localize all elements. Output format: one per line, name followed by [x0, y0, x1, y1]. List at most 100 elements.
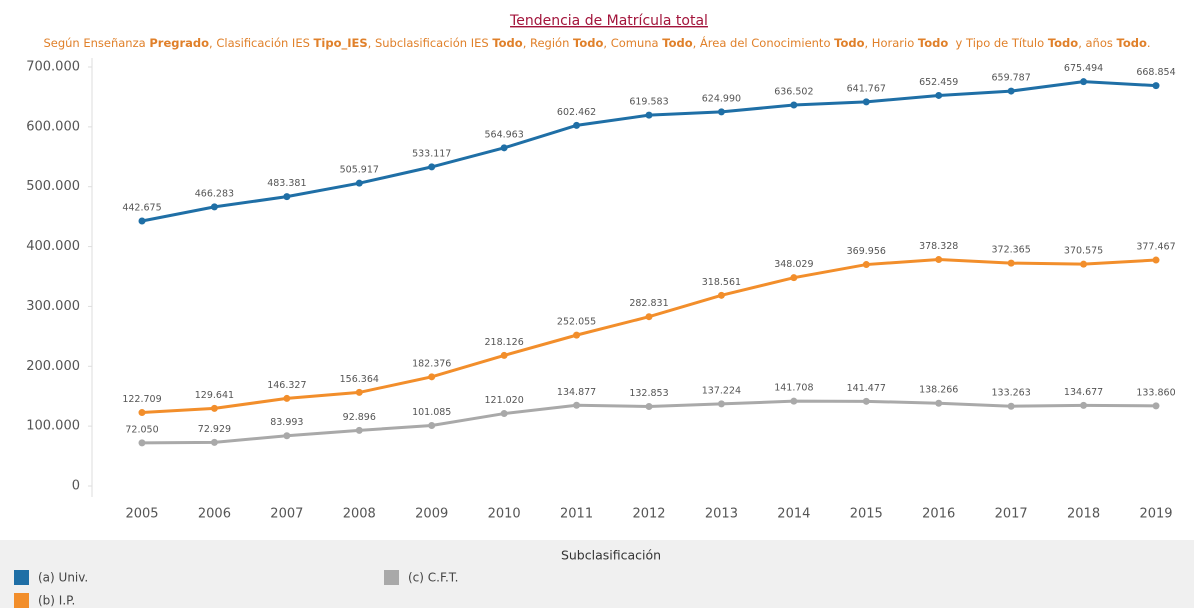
- data-label: 141.708: [774, 383, 813, 394]
- data-point: [138, 439, 146, 447]
- subtitle-part: Todo: [662, 36, 692, 50]
- data-label: 624.990: [702, 93, 741, 104]
- subtitle-part: y Tipo de Título: [948, 36, 1048, 50]
- data-point: [428, 163, 436, 171]
- legend-title: Subclasificación: [561, 548, 661, 563]
- data-point: [717, 400, 725, 408]
- data-label: 138.266: [919, 385, 958, 396]
- x-tick-label: 2017: [995, 507, 1028, 522]
- data-point: [1080, 401, 1088, 409]
- data-label: 133.263: [991, 388, 1030, 399]
- data-label: 146.327: [267, 380, 306, 391]
- x-tick-label: 2016: [922, 507, 955, 522]
- data-label: 218.126: [484, 337, 523, 348]
- data-point: [573, 121, 581, 129]
- data-label: 122.709: [122, 394, 161, 405]
- data-label: 134.877: [557, 387, 596, 398]
- data-label: 659.787: [991, 73, 1030, 84]
- data-point: [645, 313, 653, 321]
- data-point: [573, 331, 581, 339]
- data-label: 483.381: [267, 178, 306, 189]
- data-label: 121.020: [484, 395, 523, 406]
- data-point: [1007, 259, 1015, 267]
- data-label: 377.467: [1136, 242, 1175, 253]
- subtitle-part: Tipo_IES: [314, 36, 368, 51]
- y-tick-label: 700.000: [26, 60, 80, 75]
- data-label: 92.896: [343, 412, 376, 423]
- data-label: 602.462: [557, 107, 596, 118]
- subtitle-part: , años: [1078, 36, 1116, 50]
- data-label: 156.364: [340, 374, 379, 385]
- data-point: [1152, 402, 1160, 410]
- data-label: 129.641: [195, 390, 234, 401]
- data-label: 133.860: [1136, 387, 1175, 398]
- subtitle-part: , Comuna: [603, 36, 662, 50]
- data-point: [355, 426, 363, 434]
- data-label: 72.929: [198, 424, 231, 435]
- data-label: 370.575: [1064, 246, 1103, 257]
- data-point: [935, 256, 943, 264]
- subtitle-part: , Subclasificación IES: [368, 36, 493, 50]
- x-tick-label: 2007: [270, 507, 303, 522]
- subtitle-part: Todo: [1117, 36, 1147, 50]
- data-point: [717, 291, 725, 299]
- data-label: 652.459: [919, 77, 958, 88]
- data-point: [1080, 260, 1088, 268]
- data-point: [210, 438, 218, 446]
- subtitle-part: Todo: [573, 36, 603, 50]
- data-point: [862, 397, 870, 405]
- data-point: [790, 397, 798, 405]
- subtitle-part: Todo: [492, 36, 522, 50]
- data-label: 636.502: [774, 87, 813, 98]
- data-label: 182.376: [412, 358, 451, 369]
- y-tick-label: 400.000: [26, 239, 80, 254]
- data-point: [862, 261, 870, 269]
- data-label: 533.117: [412, 148, 451, 159]
- data-point: [283, 193, 291, 201]
- data-point: [862, 98, 870, 106]
- data-point: [428, 373, 436, 381]
- subtitle-part: Todo: [1048, 36, 1078, 50]
- y-tick-label: 200.000: [26, 359, 80, 374]
- data-label: 141.477: [847, 383, 886, 394]
- data-point: [1007, 87, 1015, 95]
- subtitle-part: Todo: [918, 36, 948, 50]
- legend-swatch: [384, 570, 399, 585]
- data-label: 372.365: [991, 245, 1030, 256]
- subtitle-part: Todo: [834, 36, 864, 50]
- x-tick-label: 2012: [632, 507, 665, 522]
- data-point: [790, 101, 798, 109]
- x-tick-label: 2014: [777, 507, 810, 522]
- data-point: [500, 351, 508, 359]
- data-point: [1152, 82, 1160, 90]
- data-point: [283, 394, 291, 402]
- data-label: 137.224: [702, 385, 741, 396]
- data-point: [210, 203, 218, 211]
- data-point: [210, 404, 218, 412]
- data-label: 641.767: [847, 83, 886, 94]
- data-label: 282.831: [629, 298, 668, 309]
- chart-title: Tendencia de Matrícula total: [509, 13, 708, 29]
- data-point: [500, 144, 508, 152]
- data-label: 564.963: [484, 129, 523, 140]
- data-label: 252.055: [557, 317, 596, 328]
- legend-label: (b) I.P.: [38, 594, 75, 608]
- y-tick-label: 600.000: [26, 119, 80, 134]
- data-point: [355, 388, 363, 396]
- x-tick-label: 2006: [198, 507, 231, 522]
- data-label: 675.494: [1064, 63, 1103, 74]
- subtitle-part: , Región: [523, 36, 573, 50]
- legend-label: (c) C.F.T.: [408, 571, 458, 585]
- data-point: [790, 274, 798, 282]
- data-point: [645, 402, 653, 410]
- data-point: [573, 401, 581, 409]
- data-point: [935, 91, 943, 99]
- data-label: 668.854: [1136, 67, 1175, 78]
- data-point: [645, 111, 653, 119]
- subtitle-part: , Área del Conocimiento: [693, 35, 835, 50]
- data-label: 505.917: [340, 165, 379, 176]
- legend-swatch: [14, 570, 29, 585]
- legend-background: [0, 540, 1194, 608]
- y-tick-label: 100.000: [26, 419, 80, 434]
- x-tick-label: 2009: [415, 507, 448, 522]
